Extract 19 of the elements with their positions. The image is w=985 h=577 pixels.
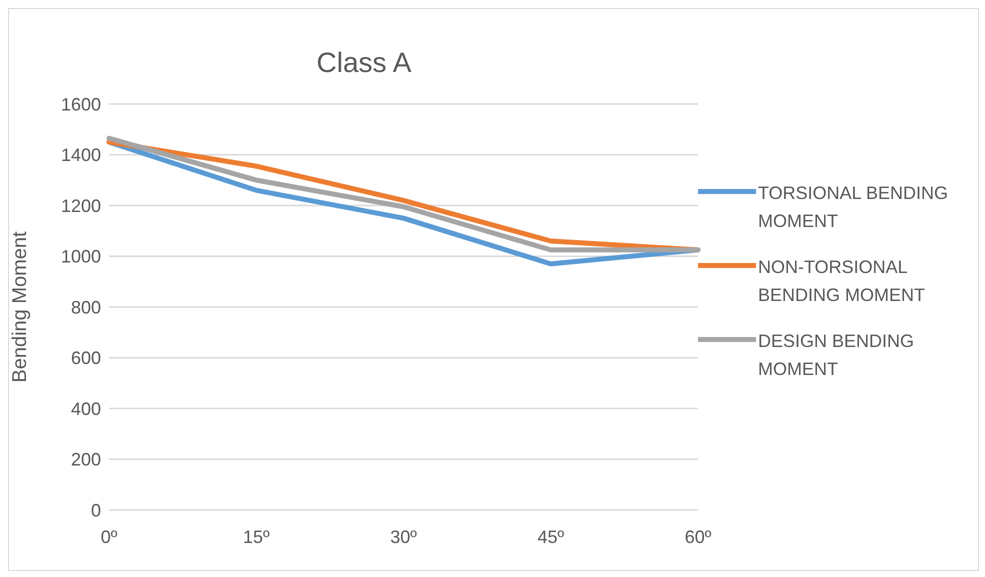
y-tick-label: 200 <box>70 450 101 470</box>
y-tick-label: 1600 <box>60 94 101 114</box>
y-tick-label: 1400 <box>60 145 101 166</box>
chart-title: Class A <box>316 47 412 79</box>
legend-label: TORSIONAL BENDING MOMENT <box>758 182 950 232</box>
y-axis-title: Bending Moment <box>9 230 32 383</box>
legend-label: NON-TORSIONAL BENDING MOMENT <box>758 256 926 306</box>
x-tick-label: 15º <box>242 526 270 547</box>
y-tick-label: 600 <box>70 348 101 368</box>
x-tick-label: 45º <box>537 526 564 547</box>
y-tick-label: 1000 <box>60 246 101 267</box>
y-tick-label: 400 <box>70 398 101 419</box>
y-tick-label: 1200 <box>60 196 101 216</box>
x-tick-label: 30º <box>390 526 418 547</box>
x-tick-label: 60º <box>684 526 712 547</box>
x-tick-label: 0º <box>100 526 118 547</box>
y-tick-label: 0 <box>90 500 101 520</box>
legend-label: DESIGN BENDING MOMENT <box>758 330 916 380</box>
y-tick-label: 800 <box>70 297 101 318</box>
